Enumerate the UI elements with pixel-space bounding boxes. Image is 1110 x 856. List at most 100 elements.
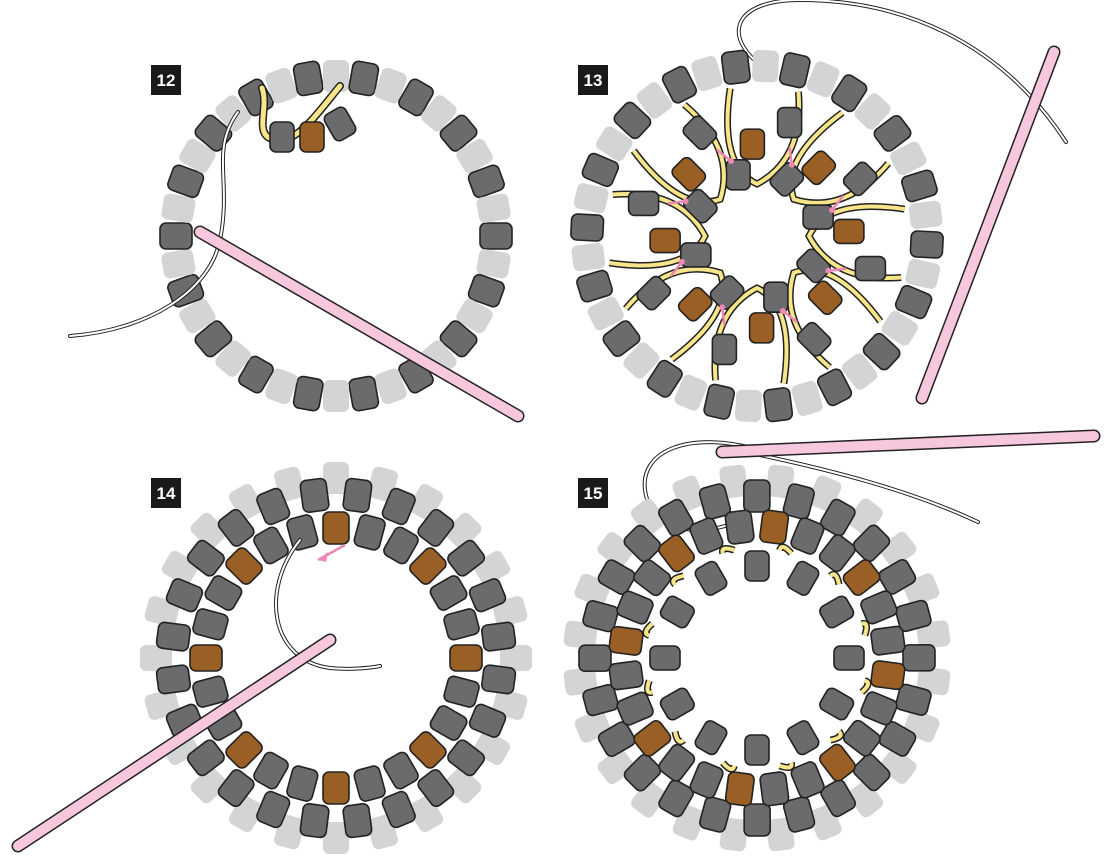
dark-bead [192, 608, 229, 641]
step-13-inner-ring [608, 87, 906, 385]
dark-bead [659, 687, 695, 721]
dark-bead [870, 625, 906, 656]
step-12-new-beads [269, 106, 357, 153]
bronze-bead [409, 731, 447, 769]
dark-bead [873, 114, 912, 152]
dark-bead [269, 121, 295, 153]
dark-bead [720, 49, 751, 85]
dark-bead [860, 590, 898, 625]
dark-bead [623, 753, 662, 792]
bronze-bead [819, 743, 856, 782]
dark-bead [383, 751, 419, 790]
step-15-badge: 15 [578, 478, 608, 508]
bronze-bead [801, 150, 837, 186]
arrow-head [829, 207, 836, 214]
dark-bead [743, 479, 771, 513]
dark-bead [796, 321, 832, 357]
bronze-bead [807, 280, 843, 316]
dark-bead [689, 517, 724, 555]
dark-bead [763, 281, 789, 313]
needle-icon [11, 633, 337, 853]
dark-bead [778, 52, 811, 89]
light-bead [916, 620, 951, 649]
dark-bead [878, 559, 917, 595]
dark-bead [698, 483, 732, 520]
dark-bead [468, 703, 507, 738]
light-bead [636, 82, 672, 119]
dark-bead [186, 739, 225, 777]
bronze-bead [189, 644, 223, 672]
dark-bead [443, 675, 480, 708]
dark-bead [597, 559, 636, 595]
dark-bead [292, 375, 324, 412]
step-13-outer-ring [570, 49, 944, 423]
light-bead [265, 67, 298, 104]
step-15-ring [563, 464, 951, 852]
dark-bead [796, 248, 832, 284]
dark-bead [286, 514, 319, 551]
dark-bead [165, 578, 204, 613]
dark-bead [895, 599, 932, 633]
dark-bead [852, 524, 891, 563]
dark-bead [782, 796, 816, 833]
step-12-ring [159, 60, 513, 412]
svg-text:15: 15 [584, 484, 603, 503]
dark-bead [819, 595, 855, 629]
svg-text:14: 14 [157, 484, 176, 503]
dark-bead [353, 514, 386, 551]
light-bead [179, 138, 216, 174]
arrow-head [719, 304, 726, 311]
dark-bead [253, 526, 289, 565]
dark-bead [802, 204, 834, 230]
dark-bead [842, 161, 878, 197]
bronze-bead [322, 771, 350, 805]
dark-bead [790, 517, 825, 555]
yellow-thread [779, 762, 794, 770]
light-bead [806, 61, 840, 98]
dark-bead [833, 645, 865, 671]
dark-bead [167, 164, 205, 199]
light-bead [854, 93, 891, 130]
direction-arrow [716, 148, 732, 162]
bronze-bead [739, 128, 766, 160]
dark-bead [194, 320, 233, 358]
dark-bead [467, 164, 505, 199]
light-bead [190, 512, 227, 549]
dark-bead [725, 159, 751, 191]
dark-bead [608, 660, 644, 691]
dark-bead [831, 74, 868, 113]
dark-bead [894, 284, 933, 320]
step-13-arrows [667, 146, 847, 326]
dark-bead [582, 683, 619, 717]
light-bead [323, 462, 349, 494]
dark-bead [578, 644, 612, 672]
dark-bead [342, 477, 373, 514]
light-bead [421, 95, 457, 132]
direction-arrow [788, 146, 793, 165]
dark-bead [480, 621, 517, 652]
bronze-bead [633, 720, 672, 757]
dark-bead [820, 498, 856, 537]
dark-bead [417, 508, 455, 547]
step-15-panel: 15 [563, 429, 1101, 852]
dark-bead [816, 368, 853, 407]
light-bead [573, 183, 609, 214]
dark-bead [353, 765, 386, 802]
bronze-bead [649, 227, 681, 254]
step-13-badge: 13 [578, 65, 608, 95]
dark-bead [649, 645, 681, 671]
light-bead [916, 666, 951, 696]
dark-bead [895, 683, 932, 716]
dark-bead [256, 790, 291, 829]
dark-bead [613, 101, 652, 140]
dark-bead [776, 106, 803, 139]
yellow-thread [673, 731, 685, 744]
bronze-bead [658, 534, 695, 573]
bronze-bead [833, 218, 865, 245]
dark-bead [217, 769, 255, 808]
dark-bead [724, 509, 755, 545]
yellow-thread [644, 622, 654, 638]
dark-bead [616, 691, 654, 726]
step-13-panel: 13 [570, 0, 1068, 423]
needle-icon [193, 225, 525, 423]
